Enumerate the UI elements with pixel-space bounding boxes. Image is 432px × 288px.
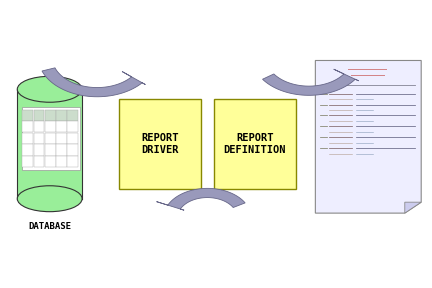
FancyBboxPatch shape: [17, 89, 82, 199]
Text: DATABASE: DATABASE: [28, 221, 71, 231]
FancyBboxPatch shape: [67, 110, 78, 121]
FancyBboxPatch shape: [67, 121, 78, 132]
FancyBboxPatch shape: [22, 144, 33, 156]
FancyBboxPatch shape: [119, 99, 201, 189]
Polygon shape: [156, 188, 245, 210]
FancyBboxPatch shape: [67, 133, 78, 144]
Polygon shape: [42, 68, 146, 97]
FancyBboxPatch shape: [45, 110, 56, 121]
FancyBboxPatch shape: [34, 110, 44, 121]
FancyBboxPatch shape: [56, 110, 67, 121]
FancyBboxPatch shape: [45, 121, 56, 132]
FancyBboxPatch shape: [67, 144, 78, 156]
FancyBboxPatch shape: [56, 121, 67, 132]
Polygon shape: [315, 60, 421, 213]
Polygon shape: [263, 69, 359, 95]
Text: REPORT
DEFINITION: REPORT DEFINITION: [224, 133, 286, 155]
FancyBboxPatch shape: [67, 156, 78, 167]
FancyBboxPatch shape: [22, 121, 33, 132]
FancyBboxPatch shape: [214, 99, 296, 189]
FancyBboxPatch shape: [56, 133, 67, 144]
Ellipse shape: [17, 76, 82, 102]
FancyBboxPatch shape: [45, 144, 56, 156]
FancyBboxPatch shape: [56, 156, 67, 167]
Ellipse shape: [17, 186, 82, 212]
FancyBboxPatch shape: [45, 133, 56, 144]
Polygon shape: [405, 202, 421, 213]
FancyBboxPatch shape: [45, 156, 56, 167]
FancyBboxPatch shape: [34, 144, 44, 156]
FancyBboxPatch shape: [22, 133, 33, 144]
FancyBboxPatch shape: [56, 144, 67, 156]
FancyBboxPatch shape: [22, 156, 33, 167]
FancyBboxPatch shape: [22, 110, 33, 121]
Text: REPORT
DRIVER: REPORT DRIVER: [141, 133, 178, 155]
FancyBboxPatch shape: [22, 107, 80, 170]
FancyBboxPatch shape: [34, 156, 44, 167]
FancyBboxPatch shape: [34, 121, 44, 132]
FancyBboxPatch shape: [34, 133, 44, 144]
